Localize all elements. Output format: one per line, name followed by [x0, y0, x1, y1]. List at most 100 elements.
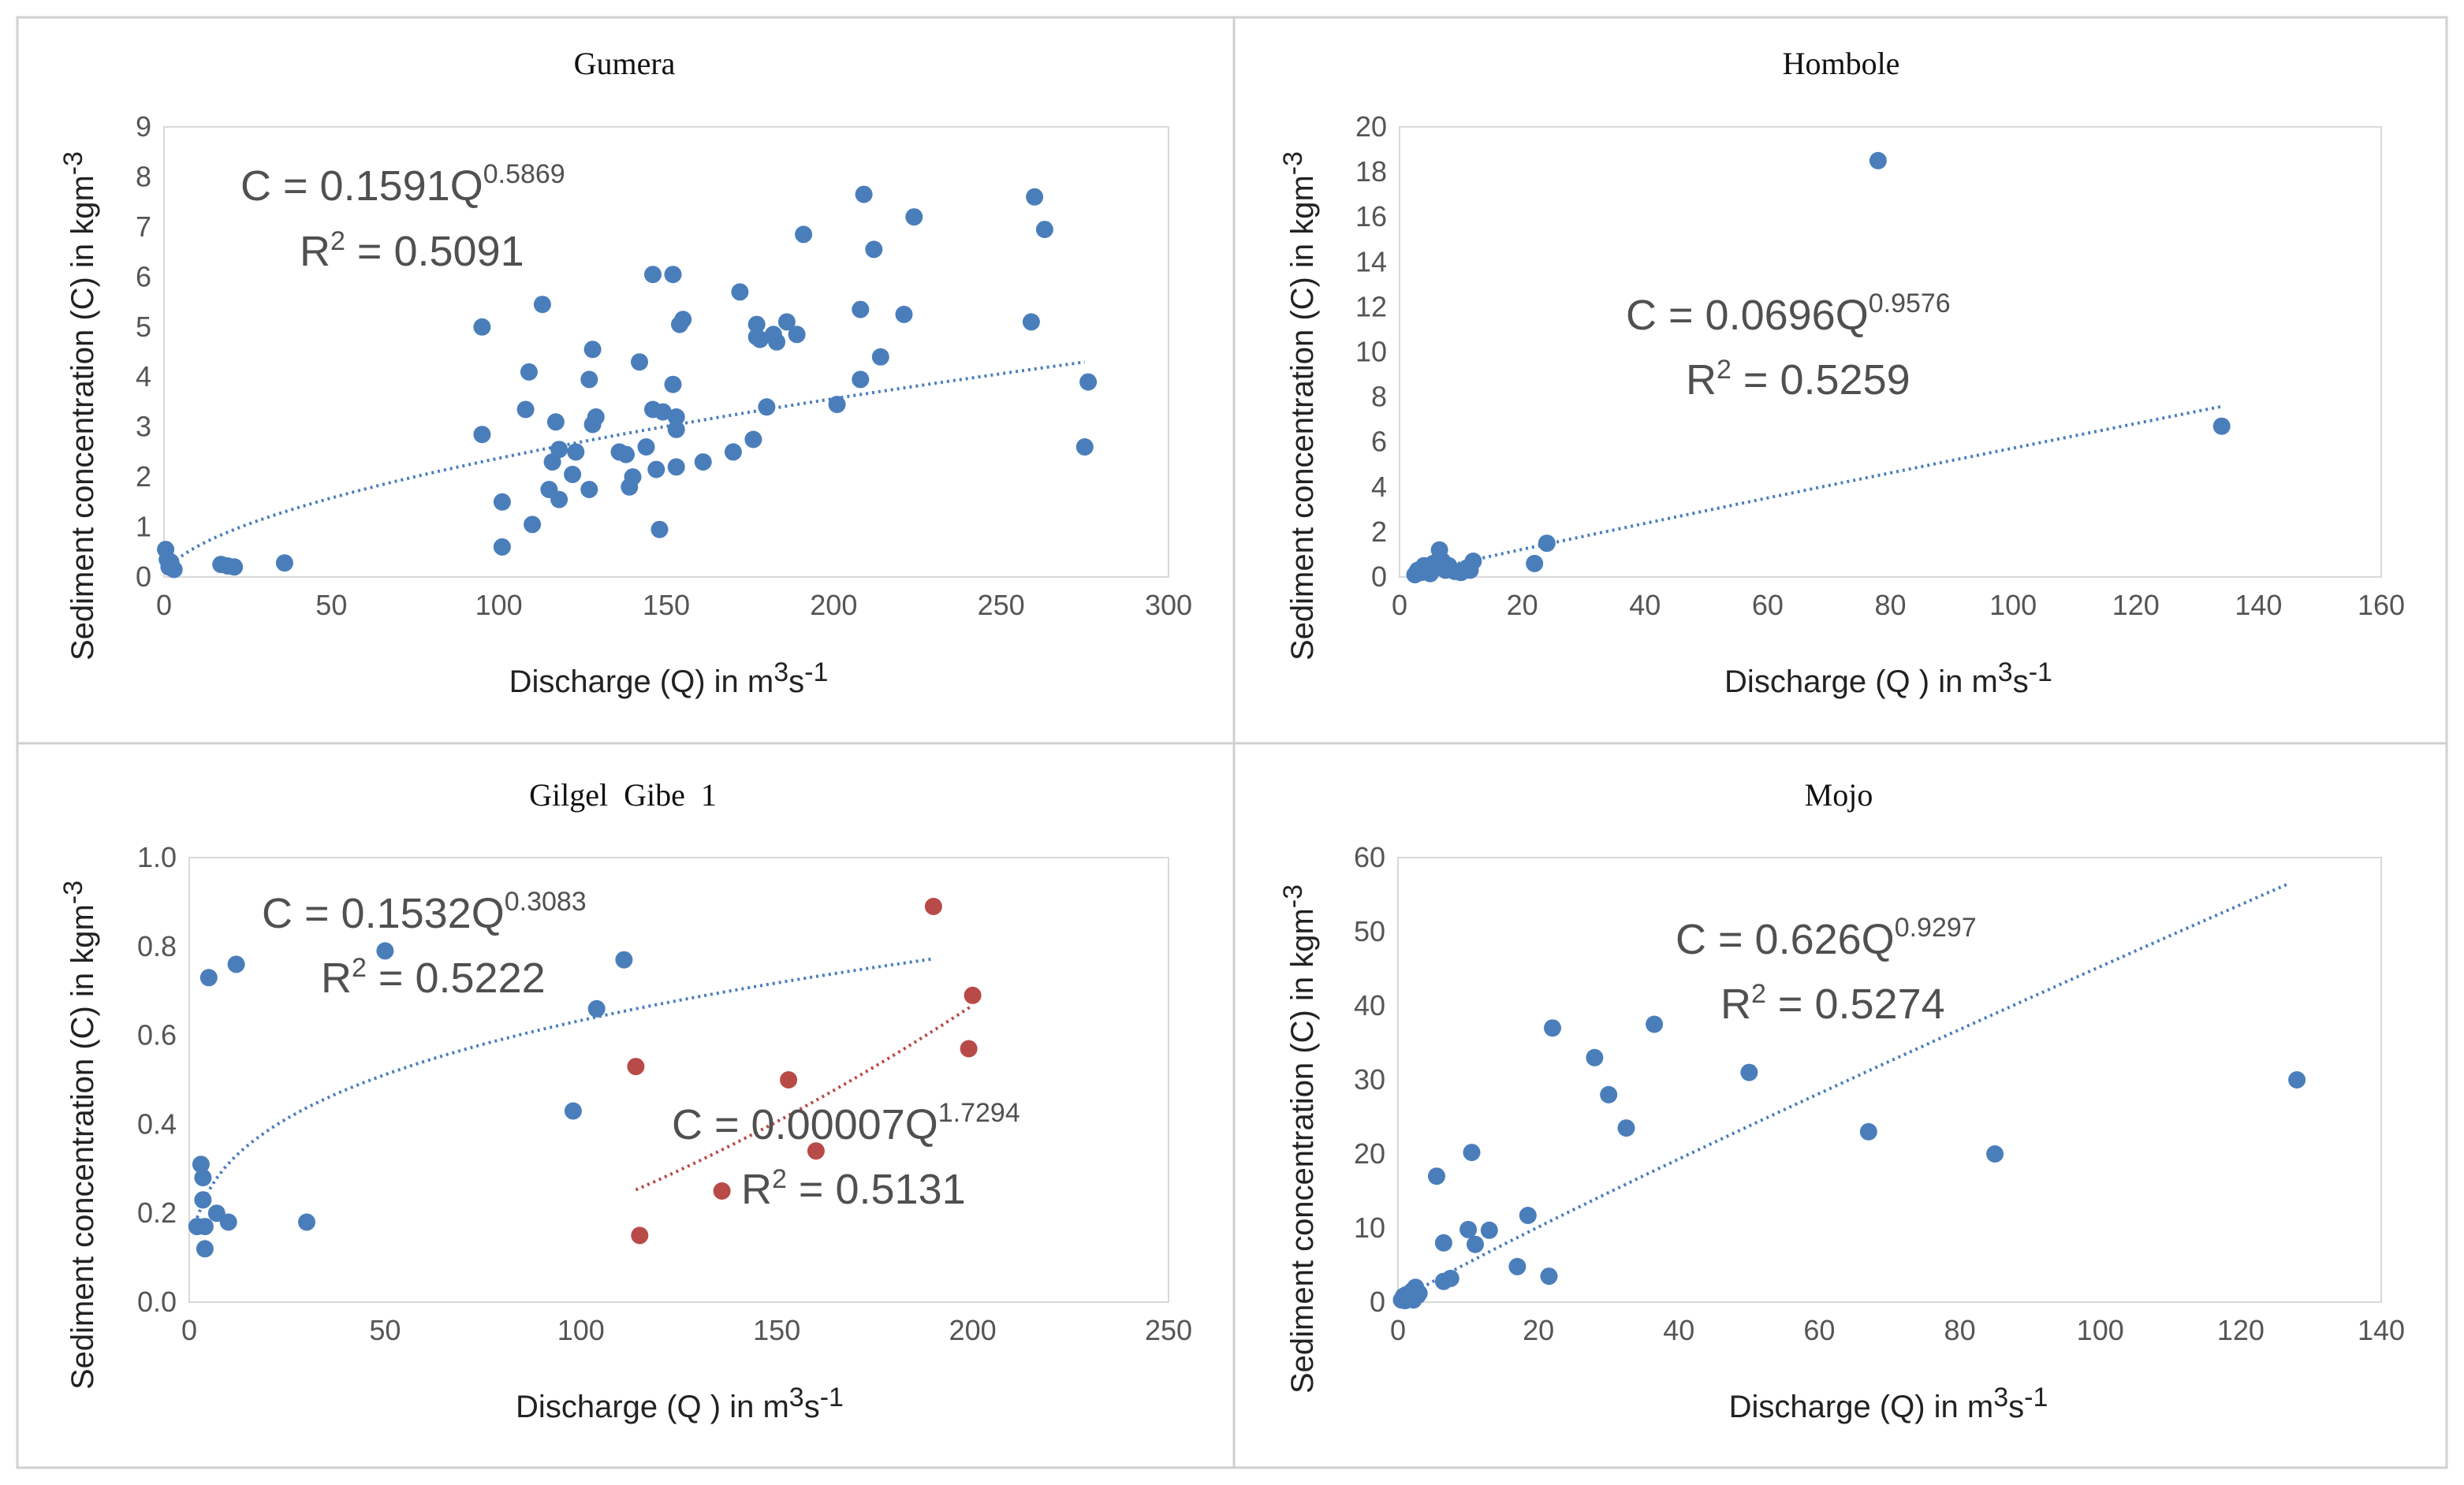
r-squared-label-red: R2 = 0.5131: [741, 1164, 966, 1213]
data-point: [524, 515, 542, 534]
x-tick-label: 100: [2077, 1314, 2124, 1346]
x-tick-label: 60: [1752, 589, 1784, 621]
x-axis-ticks: 0 50 100 150 200 250: [181, 1314, 1192, 1346]
y-tick-label: 6: [136, 260, 151, 292]
data-point: [1617, 1119, 1635, 1137]
data-point: [550, 441, 568, 459]
data-point: [644, 266, 662, 284]
y-tick-label: 3: [136, 411, 151, 443]
chart-panel-gilgel-gibe: Gilgel Gibe 1 0 50 100 150 200 250 0.00.20.40…: [58, 777, 1192, 1424]
data-point: [807, 1142, 825, 1160]
y-tick-label: 20: [1355, 110, 1387, 143]
data-point: [768, 333, 786, 351]
data-point: [788, 326, 806, 344]
data-point: [1022, 313, 1040, 331]
x-tick-label: 120: [2112, 589, 2160, 621]
x-tick-label: 40: [1663, 1314, 1694, 1346]
data-point: [1538, 534, 1556, 553]
data-point: [1441, 1269, 1459, 1287]
x-tick-label: 250: [1145, 1314, 1192, 1346]
data-point: [624, 468, 642, 486]
data-point: [1075, 438, 1094, 456]
data-point: [516, 400, 535, 419]
x-tick-label: 0: [1390, 1314, 1406, 1346]
data-point: [650, 520, 669, 538]
x-tick-label: 150: [643, 589, 690, 621]
data-point: [1079, 373, 1098, 391]
y-tick-label: 0: [1370, 1286, 1385, 1318]
data-point: [664, 266, 682, 284]
plot-area: [188, 857, 1169, 1303]
data-point: [1869, 151, 1887, 169]
trendline: [166, 360, 1086, 571]
y-tick-label: 0.2: [137, 1197, 177, 1229]
data-point: [1859, 1122, 1877, 1141]
chart-panel-gumera: Gumera 0 50 100 150 200 250 300 0 1 2 3 4 5 6 7 8 9 Dis…: [58, 46, 1192, 699]
x-tick-label: 200: [949, 1314, 997, 1346]
data-point: [1740, 1063, 1758, 1081]
x-tick-label: 0: [156, 589, 172, 621]
data-point: [960, 1040, 978, 1058]
y-axis-label: Sediment concentration (C) in kgm-3: [1278, 151, 1320, 661]
data-points: [188, 898, 982, 1258]
data-point: [196, 1218, 214, 1236]
trendlines: [166, 360, 1086, 571]
data-point: [1463, 1144, 1481, 1162]
chart-title: Hombole: [1783, 46, 1900, 81]
data-points: [1406, 151, 2231, 584]
data-point: [587, 999, 606, 1018]
x-tick-label: 40: [1629, 589, 1661, 621]
x-tick-label: 20: [1507, 589, 1538, 621]
y-tick-label: 0: [136, 560, 151, 593]
trendlines: [196, 957, 974, 1219]
data-point: [758, 398, 776, 416]
data-point: [617, 445, 635, 463]
data-point: [747, 315, 766, 333]
y-tick-label: 8: [136, 160, 151, 192]
plot-border: [188, 857, 1169, 1303]
x-tick-label: 300: [1145, 589, 1192, 621]
trend-equation: C = 0.1532Q0.3083: [262, 887, 587, 937]
y-tick-label: 20: [1354, 1137, 1385, 1170]
data-point: [627, 1058, 645, 1076]
data-point: [631, 1226, 649, 1245]
data-point: [895, 305, 913, 323]
data-point: [583, 341, 602, 359]
data-point: [580, 370, 598, 389]
data-point: [1464, 553, 1482, 570]
trend-equation-red: C = 0.00007Q1.7294: [672, 1098, 1020, 1148]
data-point: [865, 240, 883, 259]
y-axis-ticks: 0 1 2 3 4 5 6 7 8 9: [136, 110, 151, 593]
data-point: [207, 1204, 226, 1223]
data-point: [713, 1182, 731, 1200]
data-point: [751, 330, 769, 348]
data-point: [1410, 1284, 1428, 1302]
data-point: [1428, 1167, 1445, 1185]
data-point: [1434, 1234, 1452, 1252]
y-tick-label: 0.4: [137, 1107, 177, 1140]
r-squared-label: R2 = 0.5259: [1686, 355, 1910, 404]
data-point: [654, 403, 672, 421]
data-point: [564, 465, 582, 483]
y-tick-label: 50: [1354, 915, 1385, 947]
data-point: [828, 396, 846, 414]
y-tick-label: 0.0: [137, 1286, 177, 1318]
y-tick-label: 30: [1354, 1063, 1385, 1096]
y-tick-label: 0.6: [137, 1019, 177, 1051]
plot-area: [163, 126, 1169, 578]
data-point: [587, 408, 605, 426]
y-tick-label: 0: [1371, 560, 1387, 593]
y-tick-label: 10: [1354, 1211, 1385, 1244]
data-point: [667, 420, 685, 438]
x-axis-ticks: 0 20 40 60 80 100 120 140 160: [1392, 589, 2405, 621]
y-tick-label: 14: [1355, 245, 1387, 277]
data-point: [226, 558, 244, 576]
data-point: [1526, 554, 1544, 572]
y-tick-label: 40: [1354, 989, 1385, 1022]
y-tick-label: 7: [136, 210, 151, 243]
data-points: [157, 185, 1098, 579]
data-point: [780, 1071, 798, 1089]
data-point: [637, 438, 655, 456]
data-point: [852, 300, 870, 318]
chart-panel-hombole: Hombole 0 20 40 60 80 100 120 140 160 0 2 4 6 8 10 12 1…: [1278, 46, 2405, 699]
